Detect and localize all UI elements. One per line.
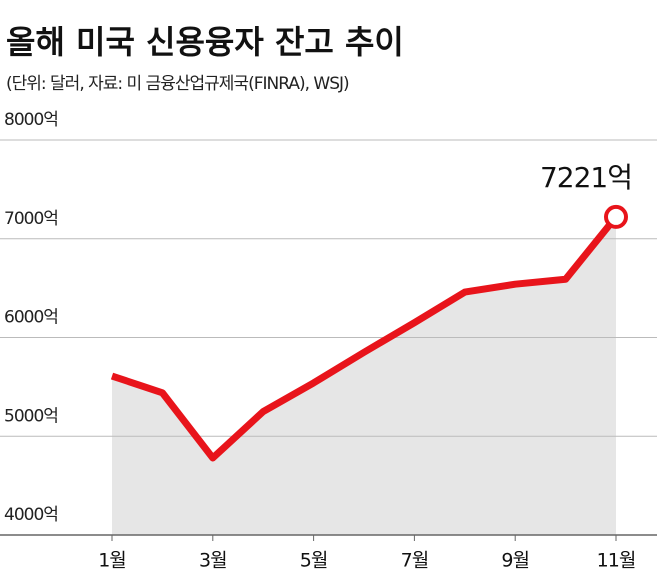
end-marker xyxy=(604,204,628,229)
x-tick-label: 9월 xyxy=(501,550,529,572)
line xyxy=(110,214,619,462)
y-tick-label: 5000억 xyxy=(4,406,58,426)
x-tick-label: 5월 xyxy=(300,550,328,572)
x-tick-label: 1월 xyxy=(98,550,126,572)
y-tick-label: 8000억 xyxy=(4,110,58,130)
x-tick-label: 7월 xyxy=(401,550,429,572)
y-tick-label: 7000억 xyxy=(4,209,58,229)
chart-title: 올해 미국 신용융자 잔고 추이 xyxy=(6,23,404,61)
chart-subtitle: (단위: 달러, 자료: 미 금융산업규제국(FINRA), WSJ) xyxy=(6,74,349,94)
x-tick-label: 3월 xyxy=(199,550,227,572)
y-tick-label: 4000억 xyxy=(4,505,58,525)
value-label: 7221억 xyxy=(540,161,632,194)
area xyxy=(112,216,616,535)
x-tick-label: 11월 xyxy=(597,550,636,572)
y-tick-label: 6000억 xyxy=(4,308,58,328)
